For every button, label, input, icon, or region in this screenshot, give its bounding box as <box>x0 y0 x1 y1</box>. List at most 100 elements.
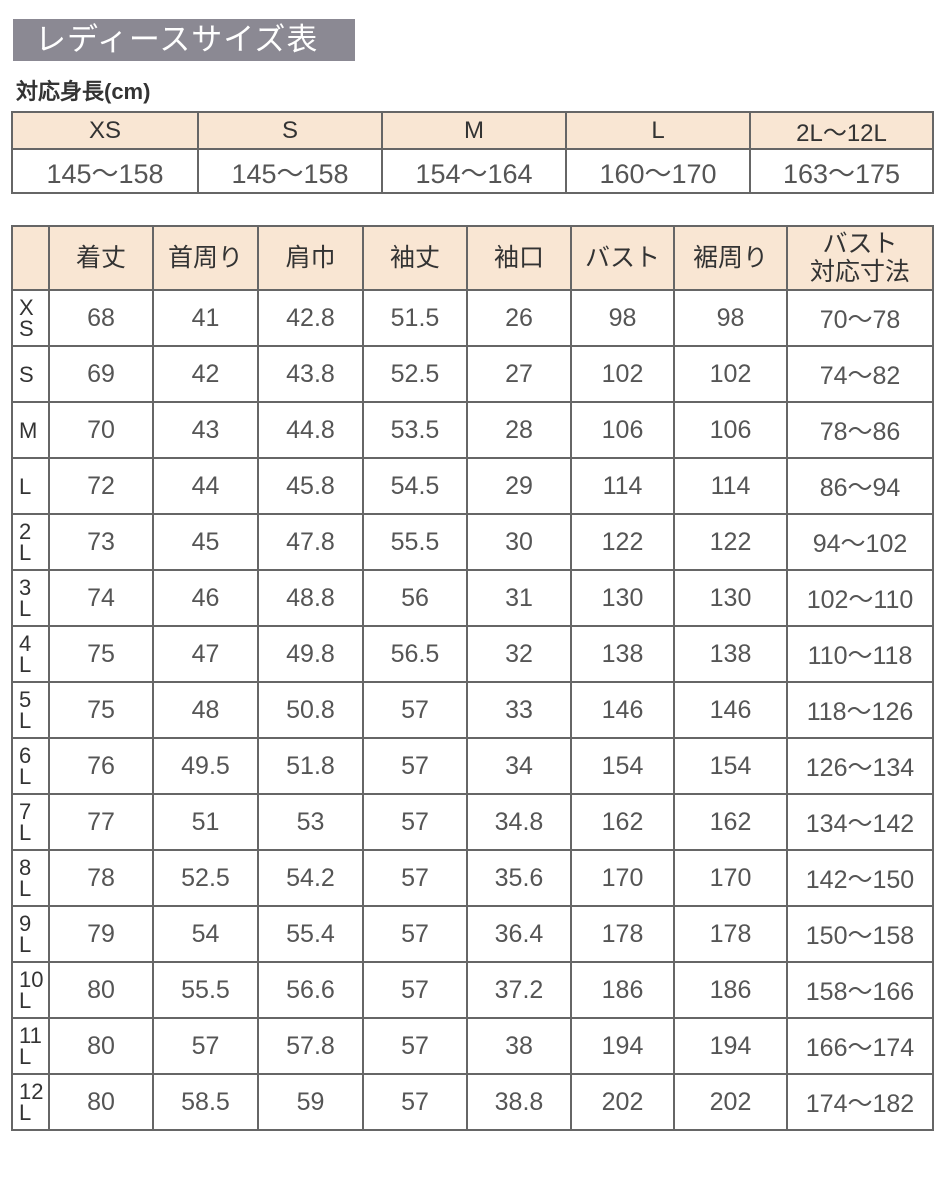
measurement-cell: 174〜182 <box>786 1073 934 1131</box>
measurement-cell: 48 <box>152 681 259 739</box>
measurement-cell: 43.8 <box>257 345 364 403</box>
measurement-cell: 158〜166 <box>786 961 934 1019</box>
measurement-cell: 52.5 <box>152 849 259 907</box>
measurement-cell: 29 <box>466 457 572 515</box>
measurement-cell: 150〜158 <box>786 905 934 963</box>
column-header: バスト 対応寸法 <box>786 225 934 291</box>
size-header: S <box>197 111 383 150</box>
measurement-cell: 114 <box>673 457 788 515</box>
height-range-cell: 160〜170 <box>565 148 751 194</box>
measurement-cell: 98 <box>673 289 788 347</box>
measurement-cell: 154 <box>673 737 788 795</box>
height-table-value-row: 145〜158 145〜158 154〜164 160〜170 163〜175 <box>11 148 934 194</box>
size-header: XS <box>11 111 199 150</box>
measurement-cell: 110〜118 <box>786 625 934 683</box>
measurement-cell: 47 <box>152 625 259 683</box>
measurement-cell: 75 <box>48 681 154 739</box>
measurement-cell: 75 <box>48 625 154 683</box>
measurement-cell: 44.8 <box>257 401 364 459</box>
row-size-label: 5 L <box>11 681 50 739</box>
row-size-label: L <box>11 457 50 515</box>
measurement-cell: 42 <box>152 345 259 403</box>
measurement-cell: 55.4 <box>257 905 364 963</box>
measurement-cell: 49.5 <box>152 737 259 795</box>
measurement-cell: 36.4 <box>466 905 572 963</box>
size-header: M <box>381 111 567 150</box>
row-size-label: 11 L <box>11 1017 50 1075</box>
measurement-cell: 48.8 <box>257 569 364 627</box>
measurement-cell: 31 <box>466 569 572 627</box>
measurement-cell: 138 <box>673 625 788 683</box>
size-table: 着丈 首周り 肩巾 袖丈 袖口 バスト 裾周り バスト 対応寸法 X S 68 41 42.8 51.… <box>11 225 934 1131</box>
measurement-cell: 50.8 <box>257 681 364 739</box>
row-size-label: 4 L <box>11 625 50 683</box>
table-row: X S 68 41 42.8 51.5 26 98 98 70〜78 <box>11 289 934 347</box>
measurement-cell: 102 <box>570 345 675 403</box>
height-range-cell: 163〜175 <box>749 148 934 194</box>
measurement-cell: 57 <box>362 849 468 907</box>
table-row: 12 L 80 58.5 59 57 38.8 202 202 174〜182 <box>11 1073 934 1131</box>
measurement-cell: 142〜150 <box>786 849 934 907</box>
measurement-cell: 130 <box>570 569 675 627</box>
measurement-cell: 72 <box>48 457 154 515</box>
measurement-cell: 138 <box>570 625 675 683</box>
measurement-cell: 102〜110 <box>786 569 934 627</box>
measurement-cell: 178 <box>673 905 788 963</box>
measurement-cell: 43 <box>152 401 259 459</box>
measurement-cell: 28 <box>466 401 572 459</box>
measurement-cell: 51.8 <box>257 737 364 795</box>
measurement-cell: 86〜94 <box>786 457 934 515</box>
measurement-cell: 56 <box>362 569 468 627</box>
column-header: 袖口 <box>466 225 572 291</box>
measurement-cell: 134〜142 <box>786 793 934 851</box>
table-row: 7 L 77 51 53 57 34.8 162 162 134〜142 <box>11 793 934 851</box>
measurement-cell: 57 <box>362 905 468 963</box>
measurement-cell: 54.5 <box>362 457 468 515</box>
measurement-cell: 26 <box>466 289 572 347</box>
measurement-cell: 51.5 <box>362 289 468 347</box>
measurement-cell: 45 <box>152 513 259 571</box>
row-size-label: X S <box>11 289 50 347</box>
measurement-cell: 57 <box>362 1017 468 1075</box>
measurement-cell: 202 <box>570 1073 675 1131</box>
row-size-label: 3 L <box>11 569 50 627</box>
measurement-cell: 53.5 <box>362 401 468 459</box>
row-size-label: 8 L <box>11 849 50 907</box>
row-size-label: 7 L <box>11 793 50 851</box>
measurement-cell: 37.2 <box>466 961 572 1019</box>
size-header: L <box>565 111 751 150</box>
measurement-cell: 74 <box>48 569 154 627</box>
measurement-cell: 80 <box>48 1017 154 1075</box>
height-table-header-row: XS S M L 2L〜12L <box>11 111 934 150</box>
measurement-cell: 122 <box>570 513 675 571</box>
measurement-cell: 53 <box>257 793 364 851</box>
measurement-cell: 162 <box>673 793 788 851</box>
measurement-cell: 69 <box>48 345 154 403</box>
height-table: XS S M L 2L〜12L 145〜158 145〜158 154〜164 160〜170… <box>11 111 934 194</box>
measurement-cell: 73 <box>48 513 154 571</box>
measurement-cell: 154 <box>570 737 675 795</box>
measurement-cell: 74〜82 <box>786 345 934 403</box>
measurement-cell: 33 <box>466 681 572 739</box>
measurement-cell: 76 <box>48 737 154 795</box>
measurement-cell: 57.8 <box>257 1017 364 1075</box>
table-row: 10 L 80 55.5 56.6 57 37.2 186 186 158〜166 <box>11 961 934 1019</box>
measurement-cell: 41 <box>152 289 259 347</box>
measurement-cell: 80 <box>48 1073 154 1131</box>
table-row: 11 L 80 57 57.8 57 38 194 194 166〜174 <box>11 1017 934 1075</box>
measurement-cell: 94〜102 <box>786 513 934 571</box>
measurement-cell: 78〜86 <box>786 401 934 459</box>
measurement-cell: 146 <box>673 681 788 739</box>
height-range-cell: 145〜158 <box>197 148 383 194</box>
measurement-cell: 102 <box>673 345 788 403</box>
measurement-cell: 106 <box>673 401 788 459</box>
measurement-cell: 57 <box>362 681 468 739</box>
size-header: 2L〜12L <box>749 111 934 150</box>
column-header: 肩巾 <box>257 225 364 291</box>
measurement-cell: 130 <box>673 569 788 627</box>
table-row: 2 L 73 45 47.8 55.5 30 122 122 94〜102 <box>11 513 934 571</box>
row-size-label: 6 L <box>11 737 50 795</box>
measurement-cell: 35.6 <box>466 849 572 907</box>
measurement-cell: 166〜174 <box>786 1017 934 1075</box>
column-header <box>11 225 50 291</box>
